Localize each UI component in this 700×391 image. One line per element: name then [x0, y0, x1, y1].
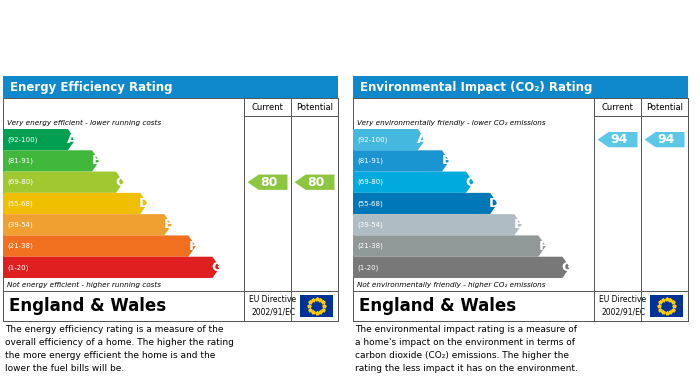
Text: (92-100): (92-100): [7, 136, 37, 143]
Polygon shape: [3, 150, 99, 172]
Text: D: D: [489, 197, 500, 210]
Text: 80: 80: [260, 176, 278, 189]
Text: A: A: [67, 133, 78, 146]
Text: (69-80): (69-80): [7, 179, 33, 185]
Bar: [353, 76, 688, 98]
Text: Energy Efficiency Rating: Energy Efficiency Rating: [10, 81, 172, 93]
Polygon shape: [248, 174, 288, 190]
Bar: [3, 291, 338, 321]
Polygon shape: [353, 129, 426, 150]
Polygon shape: [3, 214, 172, 235]
Polygon shape: [353, 150, 449, 172]
Text: F: F: [538, 240, 547, 253]
Text: England & Wales: England & Wales: [359, 297, 516, 315]
Text: (81-91): (81-91): [7, 158, 33, 164]
Bar: [3, 98, 338, 321]
Text: 80: 80: [307, 176, 325, 189]
Bar: [300, 295, 333, 317]
Text: Current: Current: [251, 102, 284, 111]
Polygon shape: [353, 257, 570, 278]
Text: G: G: [561, 261, 573, 274]
Bar: [353, 291, 688, 321]
Text: F: F: [188, 240, 197, 253]
Text: (1-20): (1-20): [357, 264, 379, 271]
Text: (69-80): (69-80): [357, 179, 383, 185]
Text: B: B: [442, 154, 452, 167]
Text: Current: Current: [601, 102, 634, 111]
Text: 94: 94: [657, 133, 675, 146]
Polygon shape: [3, 129, 76, 150]
Text: A: A: [417, 133, 428, 146]
Text: Environmental Impact (CO₂) Rating: Environmental Impact (CO₂) Rating: [360, 81, 592, 93]
Text: (39-54): (39-54): [357, 222, 383, 228]
Text: The environmental impact rating is a measure of
a home's impact on the environme: The environmental impact rating is a mea…: [355, 325, 578, 373]
Text: (39-54): (39-54): [7, 222, 33, 228]
Polygon shape: [295, 174, 335, 190]
Text: Not energy efficient - higher running costs: Not energy efficient - higher running co…: [7, 282, 161, 287]
Polygon shape: [353, 214, 522, 235]
Bar: [3, 76, 338, 98]
Text: (81-91): (81-91): [357, 158, 383, 164]
Text: Very environmentally friendly - lower CO₂ emissions: Very environmentally friendly - lower CO…: [357, 119, 545, 126]
Text: Not environmentally friendly - higher CO₂ emissions: Not environmentally friendly - higher CO…: [357, 282, 545, 287]
Text: 94: 94: [610, 133, 628, 146]
Text: Potential: Potential: [646, 102, 683, 111]
Polygon shape: [353, 235, 546, 257]
Text: EU Directive
2002/91/EC: EU Directive 2002/91/EC: [249, 295, 296, 317]
Polygon shape: [353, 172, 473, 193]
Text: (92-100): (92-100): [357, 136, 387, 143]
Text: EU Directive
2002/91/EC: EU Directive 2002/91/EC: [599, 295, 646, 317]
Text: Potential: Potential: [296, 102, 333, 111]
Text: C: C: [466, 176, 475, 189]
Text: E: E: [514, 218, 524, 231]
Text: (21-38): (21-38): [7, 243, 33, 249]
Polygon shape: [3, 235, 196, 257]
Bar: [353, 98, 688, 321]
Bar: [650, 295, 683, 317]
Text: G: G: [211, 261, 223, 274]
Bar: [244, 98, 338, 116]
Polygon shape: [645, 132, 685, 147]
Polygon shape: [3, 193, 148, 214]
Polygon shape: [3, 257, 220, 278]
Text: England & Wales: England & Wales: [9, 297, 166, 315]
Text: (21-38): (21-38): [357, 243, 383, 249]
Text: C: C: [116, 176, 125, 189]
Text: B: B: [92, 154, 102, 167]
Text: D: D: [139, 197, 150, 210]
Text: E: E: [164, 218, 174, 231]
Polygon shape: [598, 132, 638, 147]
Text: (1-20): (1-20): [7, 264, 29, 271]
Polygon shape: [353, 193, 498, 214]
Bar: [594, 98, 688, 116]
Text: (55-68): (55-68): [7, 200, 33, 207]
Text: The energy efficiency rating is a measure of the
overall efficiency of a home. T: The energy efficiency rating is a measur…: [5, 325, 234, 373]
Polygon shape: [3, 172, 123, 193]
Text: (55-68): (55-68): [357, 200, 383, 207]
Text: Very energy efficient - lower running costs: Very energy efficient - lower running co…: [7, 119, 161, 126]
